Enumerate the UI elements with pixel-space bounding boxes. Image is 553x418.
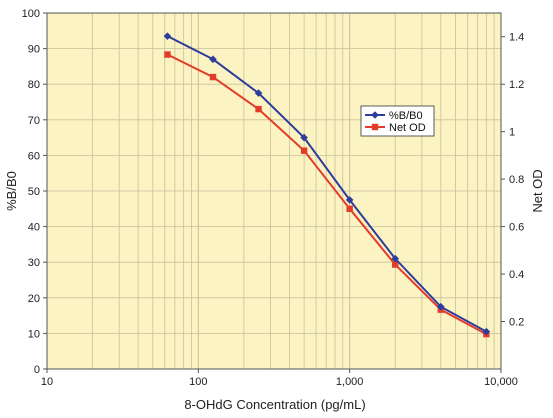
y-tick-label: 60 xyxy=(28,150,40,162)
data-point-percent-b-b0 xyxy=(209,55,217,64)
series-line-percent-b-b0 xyxy=(166,35,487,333)
y-tick-label: 40 xyxy=(28,222,40,234)
series-line-net-od xyxy=(166,53,487,335)
y-axis-title: %B/B0 xyxy=(4,171,19,211)
legend-box xyxy=(360,105,435,137)
data-point-net-od xyxy=(346,205,353,212)
series-group xyxy=(163,32,491,338)
data-point-net-od xyxy=(300,147,308,154)
y2-tick-label: 0.2 xyxy=(509,317,524,329)
legend-label-net-od: Net OD xyxy=(389,122,426,134)
data-point-net-od xyxy=(164,51,171,58)
y2-tick-label: 0.6 xyxy=(509,222,524,234)
data-point-percent-b-b0 xyxy=(482,327,491,336)
x-axis: 10 100 1,000 10,000 xyxy=(41,369,518,388)
y-tick-label: 80 xyxy=(28,79,40,91)
legend-marker-percent-b-b0 xyxy=(371,111,379,119)
x-tick-label: 1,000 xyxy=(336,376,364,388)
y-tick-label: 50 xyxy=(28,186,40,198)
y-tick-label: 90 xyxy=(28,44,40,56)
y-axis-left: 0 10 20 30 40 50 60 70 80 90 100 xyxy=(22,8,47,376)
x-tick-label: 10,000 xyxy=(484,376,518,388)
legend-label-percent-b-b0: %B/B0 xyxy=(389,110,423,122)
data-point-net-od xyxy=(255,105,262,113)
data-point-percent-b-b0 xyxy=(345,196,354,204)
legend-marker-net-od xyxy=(371,123,379,131)
y-tick-label: 70 xyxy=(28,115,40,127)
y2-tick-label: 1.2 xyxy=(509,79,524,91)
y-tick-label: 100 xyxy=(22,8,40,20)
data-point-percent-b-b0 xyxy=(391,254,400,263)
x-axis-title: 8-OHdG Concentration (pg/mL) xyxy=(184,397,365,412)
y-tick-label: 10 xyxy=(28,328,40,340)
y2-tick-label: 1 xyxy=(509,127,515,139)
data-point-net-od xyxy=(209,73,217,81)
y-tick-label: 30 xyxy=(28,257,40,269)
y-tick-label: 20 xyxy=(28,293,40,305)
x-tick-label: 10 xyxy=(41,376,53,388)
y2-tick-label: 0.8 xyxy=(509,174,524,186)
y2-tick-label: 1.4 xyxy=(509,32,524,44)
y2-tick-label: 0.4 xyxy=(509,269,524,281)
y-axis-right: 0.2 0.4 0.6 0.8 1 1.2 1.4 xyxy=(501,32,524,329)
series-percent-b-b0 xyxy=(163,32,491,336)
data-point-percent-b-b0 xyxy=(163,32,172,40)
x-tick-label: 100 xyxy=(189,376,207,388)
grid-lines xyxy=(47,13,501,369)
y2-axis-title: Net OD xyxy=(530,169,545,212)
data-point-net-od xyxy=(392,261,399,268)
y-tick-label: 0 xyxy=(34,364,40,376)
data-point-percent-b-b0 xyxy=(436,302,445,311)
data-point-percent-b-b0 xyxy=(254,89,263,97)
data-point-percent-b-b0 xyxy=(300,133,308,142)
